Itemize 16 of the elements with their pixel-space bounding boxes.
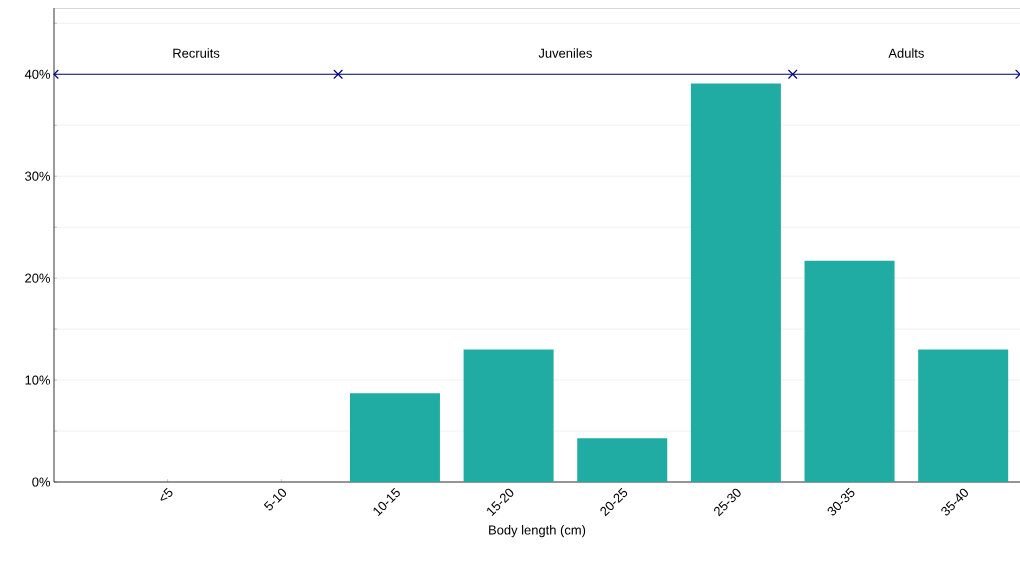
y-tick-label: 40% (24, 69, 51, 79)
y-tick-label: 20% (25, 273, 51, 283)
bar (577, 438, 668, 482)
annotation: Adults (888, 48, 924, 58)
y-tick-label: 0% (32, 477, 51, 487)
bar (349, 393, 440, 482)
x-axis-title: Body length (cm) (489, 525, 586, 538)
x-tick-label: <5 (160, 487, 173, 501)
bar (918, 349, 1009, 482)
bar (690, 83, 781, 482)
y-tick-label: 30% (25, 171, 51, 181)
y-tick-label: 10% (25, 375, 51, 385)
bar (804, 260, 895, 482)
annotation: Juveniles (538, 48, 592, 58)
bar (463, 349, 554, 482)
annotation: Recruits (173, 48, 220, 58)
